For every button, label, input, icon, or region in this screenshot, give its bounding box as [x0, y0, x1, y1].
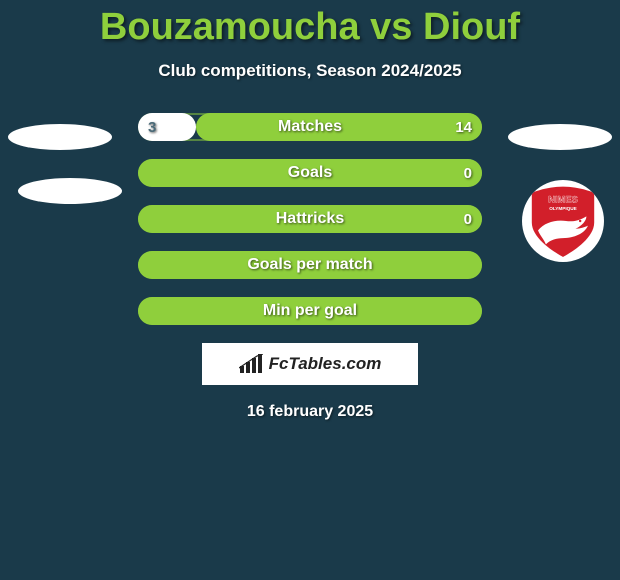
bar-chart-icon [239, 354, 263, 374]
bar-label: Goals [138, 159, 482, 187]
bar-label: Goals per match [138, 251, 482, 279]
bar-value-right: 0 [464, 205, 472, 233]
bar-row: Hattricks0 [138, 205, 482, 233]
svg-text:OLYMPIQUE: OLYMPIQUE [549, 206, 577, 211]
bar-row: Goals0 [138, 159, 482, 187]
page-subtitle: Club competitions, Season 2024/2025 [0, 61, 620, 81]
bar-value-right: 0 [464, 159, 472, 187]
player-left-photo-placeholder-2 [18, 178, 122, 204]
bar-row: Matches3 14 [138, 113, 482, 141]
player-left-photo-placeholder-1 [8, 124, 112, 150]
bar-value-left: 3 [148, 113, 156, 141]
page-title: Bouzamoucha vs Diouf [0, 0, 620, 49]
brand-box: FcTables.com [202, 343, 418, 385]
player-right-photo-placeholder [508, 124, 612, 150]
bar-value-right: 14 [455, 113, 472, 141]
shield-icon: NIMES OLYMPIQUE [524, 182, 602, 260]
club-badge-nimes: NIMES OLYMPIQUE [522, 180, 604, 262]
svg-text:NIMES: NIMES [548, 194, 578, 204]
brand-text: FcTables.com [269, 354, 382, 374]
comparison-bars: Matches314Goals0Hattricks0Goals per matc… [138, 113, 482, 325]
snapshot-date: 16 february 2025 [0, 403, 620, 421]
bar-label: Min per goal [138, 297, 482, 325]
bar-label: Hattricks [138, 205, 482, 233]
bar-row: Goals per match [138, 251, 482, 279]
bar-label: Matches [138, 113, 482, 141]
bar-row: Min per goal [138, 297, 482, 325]
